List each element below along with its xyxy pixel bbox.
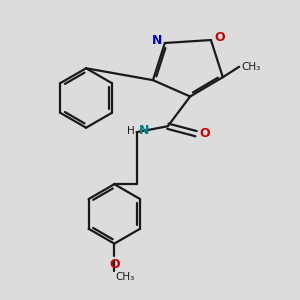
Text: CH₃: CH₃ <box>116 272 135 283</box>
Text: N: N <box>152 34 163 46</box>
Text: O: O <box>199 127 210 140</box>
Text: O: O <box>214 31 224 44</box>
Text: O: O <box>109 259 120 272</box>
Text: CH₃: CH₃ <box>241 62 260 72</box>
Text: N: N <box>139 124 149 137</box>
Text: H: H <box>128 126 135 136</box>
